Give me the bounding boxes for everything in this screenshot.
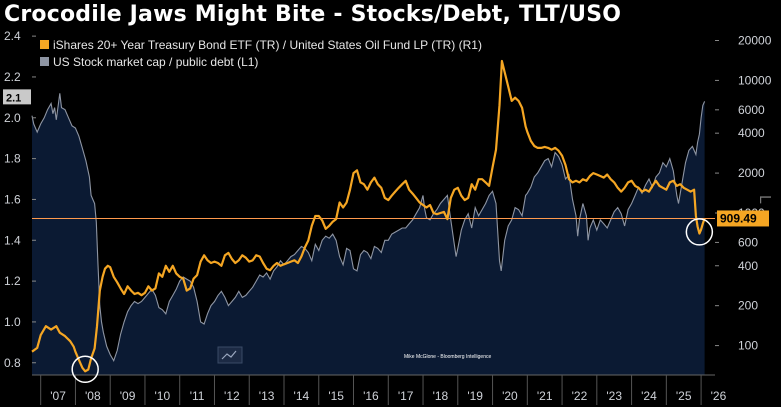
overlay-layer: 2.1 909.49 Mike McGlone - Bloomberg Intell… (3, 89, 773, 384)
x-tick-label: '09 (120, 389, 136, 403)
right-tick-label: 400 (738, 259, 758, 273)
x-tick-label: '19 (467, 389, 483, 403)
x-tick-label: '15 (328, 389, 344, 403)
left-tick-label: 2.0 (4, 111, 21, 125)
legend: iShares 20+ Year Treasury Bond ETF (TR) … (40, 38, 482, 69)
legend-label-stocks-debt: US Stock market cap / public debt (L1) (53, 55, 258, 69)
left-tick-label: 1.0 (4, 315, 21, 329)
x-tick-label: '16 (363, 389, 379, 403)
tlt-uso-line (31, 59, 706, 373)
highlight-circle-2008 (71, 355, 99, 384)
x-tick-label: '23 (606, 389, 622, 403)
x-tick-label: '07 (50, 389, 66, 403)
x-tick-label: '17 (398, 389, 414, 403)
right-tick-label: 600 (738, 235, 758, 249)
highlight-circle-2026 (685, 218, 714, 246)
left-last-value-box (3, 89, 31, 105)
x-tick-label: '12 (224, 389, 240, 403)
right-tick-label: 4000 (738, 126, 765, 140)
area-layer (32, 93, 705, 376)
axis-layer: 0.8 1.0 1.2 1.4 1.6 1.8 2.0 2.2 2.4 100 200 400 600 1… (4, 30, 772, 405)
right-last-value: 909.49 (720, 211, 757, 225)
credit-text: Mike McGlone - Bloomberg Intelligence (404, 354, 491, 360)
x-tick-label: '11 (190, 389, 205, 403)
right-tick-label: 200 (738, 299, 758, 313)
left-tick-label: 1.4 (4, 233, 21, 247)
chart-title: Crocodile Jaws Might Bite - Stocks/Debt,… (4, 2, 622, 27)
line-layer (31, 59, 715, 373)
chart-type-icon (217, 346, 243, 364)
right-tick-label: 20000 (738, 33, 772, 47)
legend-swatch-tlt-uso (40, 40, 49, 49)
right-edge-partial-label: L (756, 195, 773, 204)
x-tick-label: '13 (259, 389, 275, 403)
left-last-value: 2.1 (6, 92, 21, 104)
x-tick-label: '20 (502, 389, 518, 403)
left-tick-label: 0.8 (4, 356, 21, 370)
x-tick-label: '08 (85, 389, 101, 403)
x-tick-label: '10 (155, 389, 171, 403)
legend-swatch-stocks-debt (40, 57, 49, 66)
right-tick-label: 10000 (738, 73, 772, 87)
right-last-value-box (717, 210, 769, 227)
left-tick-label: 1.6 (4, 192, 21, 206)
x-tick-label: '24 (641, 389, 657, 403)
x-tick-label: '18 (433, 389, 449, 403)
x-tick-label: '26 (711, 389, 727, 403)
left-tick-label: 2.2 (4, 70, 21, 84)
stocks-debt-line (31, 93, 706, 363)
left-tick-label: 1.8 (4, 152, 21, 166)
right-tick-label: 2000 (738, 166, 765, 180)
left-tick-label: 1.2 (4, 274, 21, 288)
right-tick-label: 100 (738, 339, 758, 353)
x-tick-label: '21 (537, 389, 553, 403)
legend-label-tlt-uso: iShares 20+ Year Treasury Bond ETF (TR) … (53, 38, 482, 52)
x-tick-label: '22 (572, 389, 588, 403)
x-tick-label: '25 (676, 389, 692, 403)
stocks-debt-area (32, 93, 705, 376)
right-tick-label: 6000 (738, 103, 765, 117)
x-tick-label: '14 (294, 389, 310, 403)
left-tick-label: 2.4 (4, 30, 21, 43)
chart-type-icon-glyph (221, 350, 237, 360)
chart: 0.8 1.0 1.2 1.4 1.6 1.8 2.0 2.2 2.4 100 200 400 600 1… (3, 30, 773, 405)
